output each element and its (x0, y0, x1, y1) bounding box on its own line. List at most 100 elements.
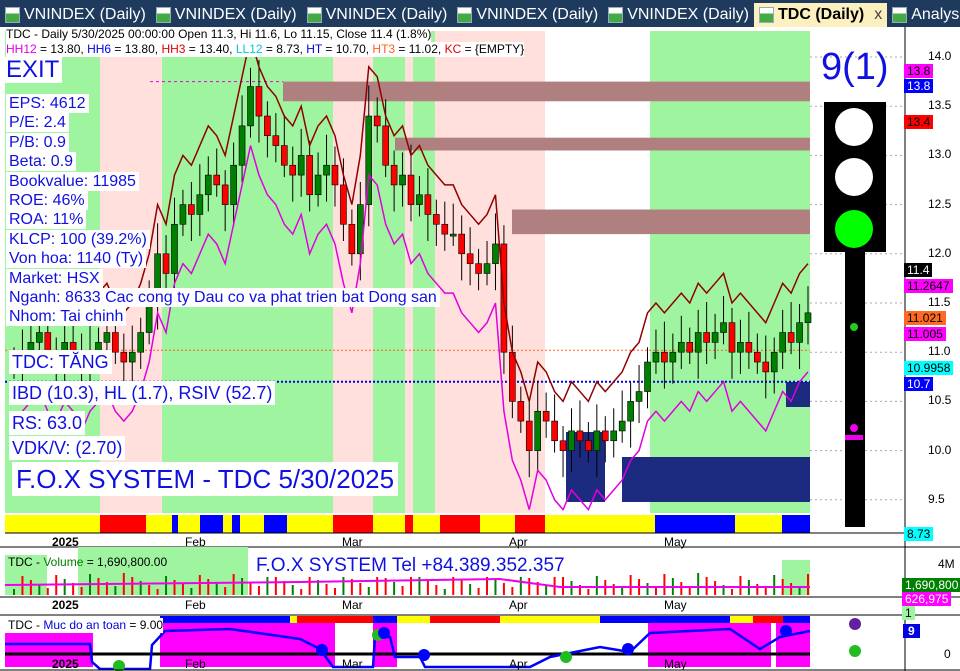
safety-strip-segment (290, 616, 297, 623)
trend-strip-segment (413, 515, 440, 533)
candle-body (779, 332, 786, 353)
chart-icon (5, 7, 20, 23)
tab-5[interactable]: TDC (Daily) x (753, 3, 888, 27)
signal-dot (622, 643, 634, 655)
price-tag: 11.005 (904, 327, 946, 341)
trend-strip-segment (5, 515, 100, 533)
safety-title: TDC - Muc do an toan = 9.00 (8, 618, 164, 633)
candle-body (188, 204, 195, 215)
level-key: HH12 (6, 42, 37, 56)
tab-2[interactable]: VNINDEX (Daily) (302, 3, 453, 27)
trend-strip-segment (240, 515, 264, 533)
volume-band (782, 560, 810, 595)
close-tab-button[interactable]: x (874, 6, 883, 23)
price-tag: 13.8 (904, 79, 934, 93)
level-value: = 13.40, (185, 42, 236, 56)
volume-symbol: TDC (8, 555, 33, 569)
candle-body (162, 253, 170, 274)
price-tag: 13.4 (904, 115, 934, 129)
price-chart[interactable] (0, 27, 960, 671)
time-tick: 2025 (52, 657, 79, 671)
level-value: = 13.80, (111, 42, 162, 56)
trend-strip-segment (440, 515, 480, 533)
trend-strip-segment (178, 515, 200, 533)
resistance-zone (395, 137, 810, 151)
candle-body (652, 351, 660, 363)
price-tick: 11.5 (928, 295, 951, 309)
safety-strip-segment (500, 616, 600, 623)
tab-label: VNINDEX (Daily) (24, 6, 146, 23)
price-tick: 9.5 (928, 491, 945, 506)
resistance-zone (512, 209, 810, 235)
trend-strip-segment (480, 515, 515, 533)
candle-body (280, 145, 288, 166)
candle-body (787, 332, 795, 343)
signal-dot (316, 644, 328, 656)
candle-body (36, 332, 43, 343)
safety-tick: 0 (944, 647, 951, 661)
time-tick: Mar (342, 657, 363, 671)
volume-tag: 1,690,800 (902, 578, 960, 592)
trend-strip-segment (223, 515, 232, 533)
signal-dot (780, 625, 792, 637)
candle-body (120, 351, 128, 363)
candle-body (669, 351, 677, 363)
candle-body (703, 332, 710, 343)
time-tick: 2025 (52, 598, 79, 612)
candle-body (475, 263, 482, 274)
level-key: KC (444, 42, 462, 56)
tab-0[interactable]: VNINDEX (Daily) (0, 3, 151, 27)
tab-label: VNINDEX (Daily) (325, 6, 448, 23)
trend-strip-segment (545, 515, 655, 533)
candle-body (568, 430, 575, 451)
fundamental-item: Nhom: Tai chinh (6, 307, 127, 327)
candle-body (441, 223, 449, 235)
fundamental-item: Von hoa: 1140 (Ty) (6, 249, 147, 269)
price-tag: 11.4 (904, 263, 933, 277)
tab-4[interactable]: VNINDEX (Daily) (603, 3, 754, 27)
candle-body (466, 253, 474, 264)
candle-body (804, 312, 812, 323)
signal-dot (849, 618, 861, 630)
ohlc-header: TDC - Daily 5/30/2025 00:00:00 Open 11.3… (6, 27, 432, 42)
safety-strip-segment (730, 616, 753, 623)
background-band (650, 31, 810, 513)
price-tick: 13.0 (928, 147, 952, 162)
tab-3[interactable]: VNINDEX (Daily) (452, 3, 603, 27)
safety-strip-segment (160, 616, 290, 623)
candle-body (728, 322, 736, 353)
levels-header: HH12 = 13.80, HH6 = 13.80, HH3 = 13.40, … (6, 42, 525, 57)
trend-strip-segment (515, 515, 545, 533)
candle-body (458, 233, 465, 255)
fundamental-item: Nganh: 8633 Cac cong ty Dau co va phat t… (6, 288, 440, 307)
candle-body (449, 233, 457, 237)
tab-1[interactable]: VNINDEX (Daily) (151, 3, 302, 27)
tab-label: VNINDEX (Daily) (174, 6, 297, 23)
tab-6[interactable]: Analysis1 (887, 3, 960, 27)
chart-icon (892, 7, 908, 23)
candle-body (593, 430, 601, 451)
trend-label: TDC: TĂNG (9, 350, 112, 374)
candle-body (745, 342, 753, 353)
candle-body (517, 401, 525, 422)
candle-body (340, 184, 347, 225)
candle-body (238, 125, 246, 166)
level-key: HH3 (161, 42, 186, 56)
volume-ma-line (4, 577, 810, 588)
fundamental-item: P/E: 2.4 (6, 113, 69, 133)
signal-dot (849, 645, 861, 657)
time-tick: Feb (185, 598, 206, 612)
candle-body (770, 351, 778, 373)
tab-label: Analysis1 (911, 6, 960, 23)
price-tag: 11.021 (904, 311, 946, 325)
level-value: = 13.80, (36, 42, 88, 56)
signal-label: EXIT (3, 57, 63, 83)
candle-body (171, 223, 178, 274)
rs-label: RS: 63.0 (9, 411, 86, 435)
tab-bar: VNINDEX (Daily) VNINDEX (Daily) VNINDEX (D… (0, 0, 960, 27)
candle-body (559, 440, 567, 451)
trend-strip-segment (735, 515, 782, 533)
volume-watermark: F.O.X SYSTEM Tel +84.389.352.357 (252, 555, 569, 577)
candle-body (407, 174, 415, 205)
candle-body (525, 420, 533, 451)
